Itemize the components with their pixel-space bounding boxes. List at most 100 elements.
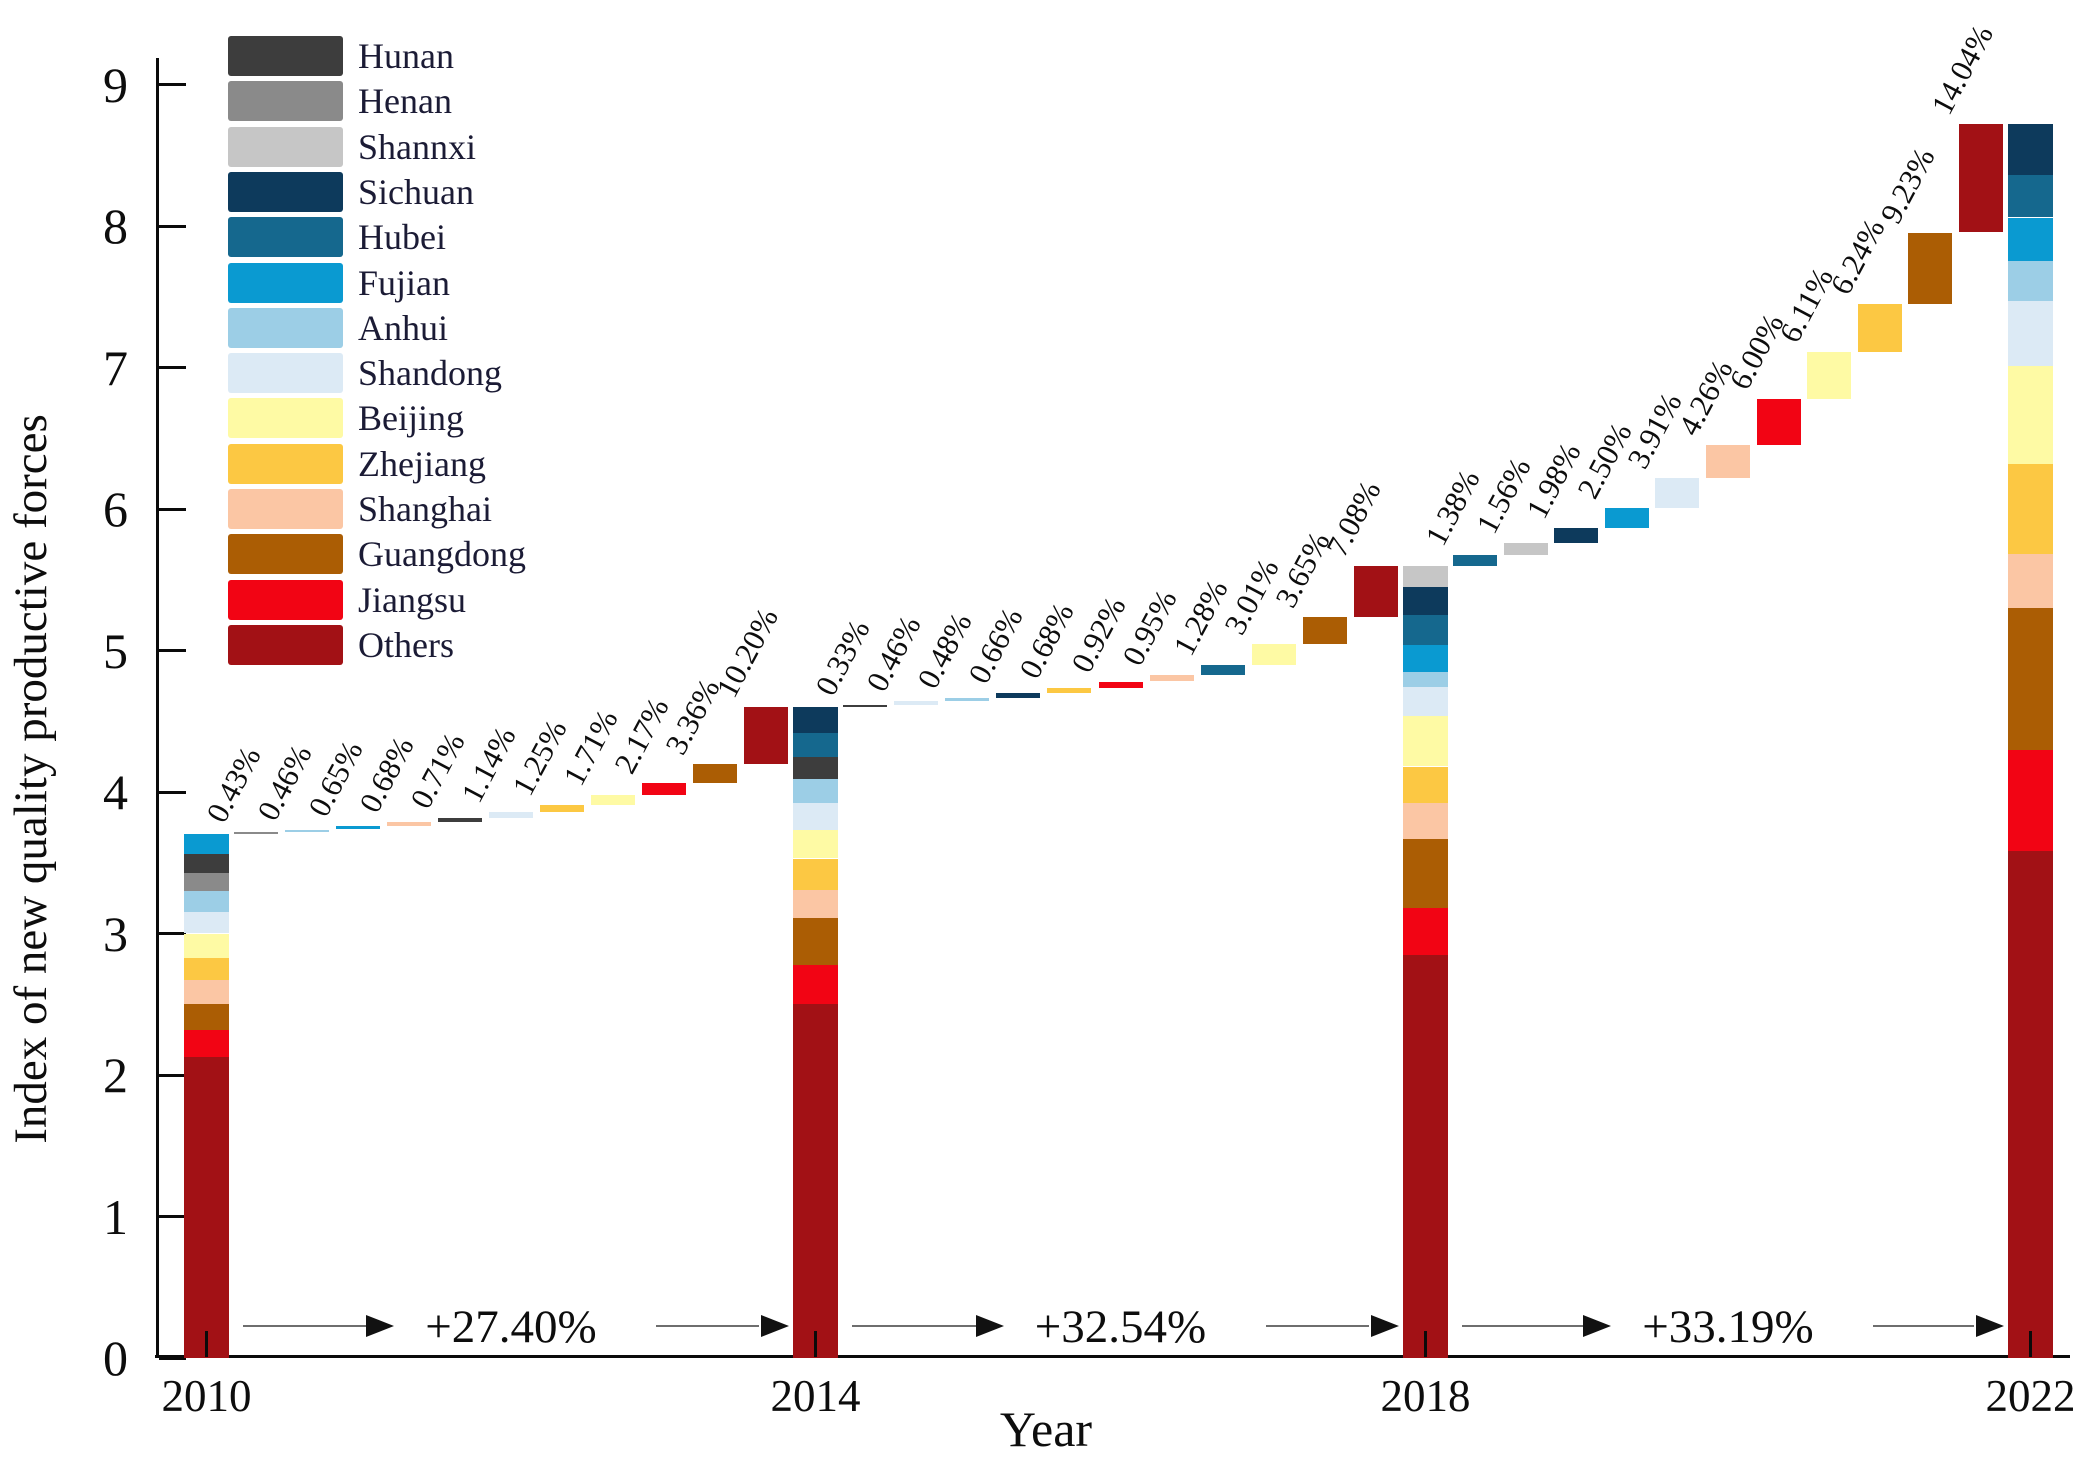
waterfall-segment-shandong bbox=[489, 811, 533, 819]
waterfall-segment-hunan bbox=[843, 704, 887, 708]
bar-segment-hunan bbox=[184, 854, 229, 873]
bar-segment-guangdong bbox=[793, 917, 838, 965]
waterfall-segment-anhui bbox=[945, 697, 990, 702]
legend-swatch-shannxi bbox=[228, 126, 343, 167]
percent-label: 0.71% bbox=[403, 726, 472, 815]
y-tick-label: 6 bbox=[103, 481, 128, 537]
legend-item: Hunan bbox=[228, 36, 688, 76]
y-tick bbox=[159, 790, 186, 794]
x-tick-label: 2014 bbox=[770, 1371, 861, 1421]
bar-segment-beijing bbox=[1403, 715, 1448, 767]
waterfall-segment-others bbox=[1354, 565, 1398, 617]
y-tick bbox=[159, 83, 186, 86]
bar-segment-zhejiang bbox=[184, 957, 229, 981]
legend-label: Jiangsu bbox=[358, 579, 466, 620]
legend-item: Shannxi bbox=[228, 126, 688, 167]
bar-segment-anhui bbox=[2008, 261, 2053, 301]
legend-item: Others bbox=[228, 624, 688, 665]
legend-swatch-shandong bbox=[228, 353, 343, 394]
bar-segment-zhejiang bbox=[793, 858, 838, 890]
bar-segment-others bbox=[2008, 851, 2053, 1358]
waterfall-segment-beijing bbox=[1251, 643, 1296, 666]
percent-label: 9.23% bbox=[1873, 141, 1942, 229]
percent-label: 14.04% bbox=[1924, 19, 2000, 121]
legend-swatch-fujian bbox=[228, 262, 343, 303]
legend-item: Guangdong bbox=[228, 534, 688, 575]
waterfall-segment-hunan bbox=[438, 818, 482, 823]
bar-segment-shandong bbox=[184, 912, 229, 934]
legend-item: Beijing bbox=[228, 398, 688, 439]
y-tick-label: 1 bbox=[103, 1188, 128, 1245]
waterfall-segment-shandong bbox=[1655, 478, 1700, 509]
x-tick bbox=[1424, 1331, 1427, 1357]
y-tick-label: 2 bbox=[103, 1047, 128, 1103]
bar-segment-sichuan bbox=[793, 707, 838, 733]
y-tick-label: 5 bbox=[103, 622, 128, 679]
legend-swatch-jiangsu bbox=[228, 579, 343, 620]
growth-arrow-line bbox=[656, 1325, 759, 1327]
percent-label: 0.48% bbox=[910, 606, 979, 694]
waterfall-segment-shandong bbox=[894, 701, 939, 705]
percent-label: 0.46% bbox=[250, 738, 319, 826]
growth-arrow-line bbox=[1265, 1325, 1369, 1327]
y-tick-label: 7 bbox=[103, 339, 128, 396]
bar-segment-shandong bbox=[793, 803, 838, 831]
waterfall-segment-fujian bbox=[336, 825, 380, 830]
growth-arrow-line bbox=[243, 1325, 366, 1327]
bar-segment-shannxi bbox=[1403, 565, 1448, 587]
bar-segment-beijing bbox=[793, 830, 838, 859]
x-axis-title: Year bbox=[999, 1401, 1093, 1457]
bar-segment-shanghai bbox=[1403, 803, 1448, 839]
growth-arrow-line bbox=[1462, 1325, 1583, 1327]
percent-label: 0.46% bbox=[859, 610, 928, 698]
percent-label: 0.92% bbox=[1063, 590, 1133, 678]
x-axis-line bbox=[155, 1355, 2070, 1358]
y-tick bbox=[159, 507, 186, 511]
legend-label: Zhejiang bbox=[358, 443, 486, 484]
bar-segment-shandong bbox=[1403, 687, 1448, 716]
bar-segment-hubei bbox=[793, 732, 838, 757]
waterfall-segment-shanghai bbox=[387, 822, 431, 826]
legend-swatch-hubei bbox=[228, 217, 343, 258]
bar-segment-zhejiang bbox=[2008, 463, 2053, 555]
x-tick bbox=[205, 1331, 208, 1357]
legend-item: Zhejiang bbox=[228, 443, 688, 484]
y-axis-line bbox=[156, 58, 159, 1358]
waterfall-segment-shanghai bbox=[1149, 674, 1194, 682]
percent-label: 1.25% bbox=[505, 713, 574, 801]
legend-item: Anhui bbox=[228, 307, 688, 348]
arrowhead-icon bbox=[1976, 1315, 2004, 1337]
bar-segment-others bbox=[793, 1004, 838, 1359]
bar-segment-sichuan bbox=[1403, 586, 1448, 616]
bar-segment-shanghai bbox=[2008, 554, 2053, 609]
waterfall-segment-sichuan bbox=[996, 693, 1041, 698]
bar-segment-fujian bbox=[184, 834, 229, 855]
waterfall-segment-hubei bbox=[1200, 665, 1245, 675]
bar-segment-zhejiang bbox=[1403, 766, 1448, 804]
percent-label: 0.68% bbox=[352, 730, 421, 818]
bar-segment-guangdong bbox=[184, 1004, 229, 1030]
bar-segment-shanghai bbox=[793, 889, 838, 918]
legend-swatch-guangdong bbox=[228, 534, 343, 575]
bar-segment-henan bbox=[184, 872, 229, 892]
bar-segment-jiangsu bbox=[2008, 749, 2053, 852]
waterfall-segment-guangdong bbox=[693, 764, 737, 783]
bar-segment-anhui bbox=[793, 779, 838, 804]
waterfall-segment-guangdong bbox=[1302, 617, 1347, 644]
legend-item: Henan bbox=[228, 81, 688, 122]
percent-label: 0.95% bbox=[1114, 583, 1184, 671]
legend-item: Hubei bbox=[228, 217, 688, 258]
legend-item: Shandong bbox=[228, 353, 688, 394]
waterfall-segment-others bbox=[744, 707, 788, 765]
waterfall-segment-fujian bbox=[1604, 508, 1649, 528]
bar-segment-sichuan bbox=[2008, 124, 2053, 175]
y-tick-label: 9 bbox=[103, 56, 128, 113]
x-tick bbox=[2029, 1331, 2032, 1357]
y-tick bbox=[159, 932, 186, 935]
percent-label: 0.43% bbox=[199, 740, 268, 828]
legend-label: Beijing bbox=[358, 398, 464, 439]
bar-segment-shandong bbox=[2008, 301, 2053, 367]
waterfall-segment-beijing bbox=[591, 795, 635, 805]
legend-item: Jiangsu bbox=[228, 579, 688, 620]
